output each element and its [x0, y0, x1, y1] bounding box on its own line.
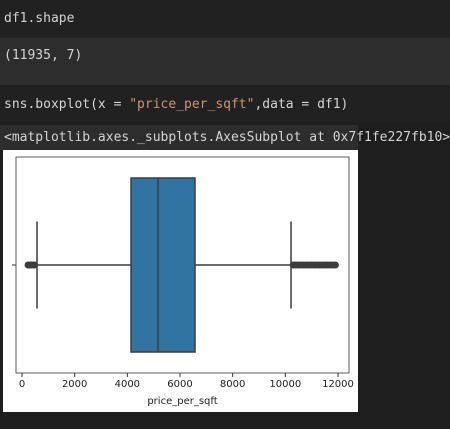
output: (11935, 7) — [0, 38, 450, 85]
output: <matplotlib.axes._subplots.AxesSubplot a… — [0, 125, 450, 150]
x-tick-label: 10000 — [269, 379, 301, 390]
code-string: "price_per_sqft" — [129, 97, 255, 112]
x-tick-label: 4000 — [115, 379, 140, 390]
code: sns.boxplot(x = — [4, 97, 130, 112]
x-tick-label: 8000 — [220, 379, 245, 390]
x-tick-label: 2000 — [62, 379, 87, 390]
chart: 0 2000 4000 6000 8000 10000 12000 price_per_sqf… — [12, 156, 354, 407]
code: ,data = df1) — [254, 97, 349, 112]
code: df1.shape — [4, 11, 75, 26]
outlier — [331, 261, 339, 269]
outlier — [31, 261, 39, 269]
box — [130, 177, 196, 353]
plot-image: 0 2000 4000 6000 8000 10000 12000 price_per_sqf… — [3, 150, 358, 412]
x-tick-label: 0 — [19, 379, 25, 390]
x-tick-label: 6000 — [167, 379, 192, 390]
x-axis-label: price_per_sqft — [147, 396, 217, 407]
code-cell[interactable]: sns.boxplot(x = "price_per_sqft",data = … — [0, 87, 450, 123]
x-tick-label: 12000 — [322, 379, 354, 390]
code-cell[interactable]: df1.shape — [0, 0, 450, 38]
